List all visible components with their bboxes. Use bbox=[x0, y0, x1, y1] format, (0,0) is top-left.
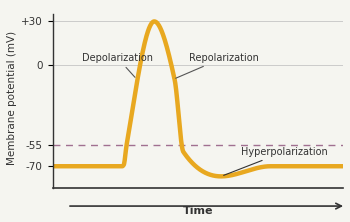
Text: Repolarization: Repolarization bbox=[176, 53, 259, 78]
Y-axis label: Membrane potential (mV): Membrane potential (mV) bbox=[7, 30, 17, 165]
Text: Depolarization: Depolarization bbox=[82, 53, 153, 77]
Text: Time: Time bbox=[183, 206, 213, 216]
Text: Hyperpolarization: Hyperpolarization bbox=[224, 147, 328, 175]
